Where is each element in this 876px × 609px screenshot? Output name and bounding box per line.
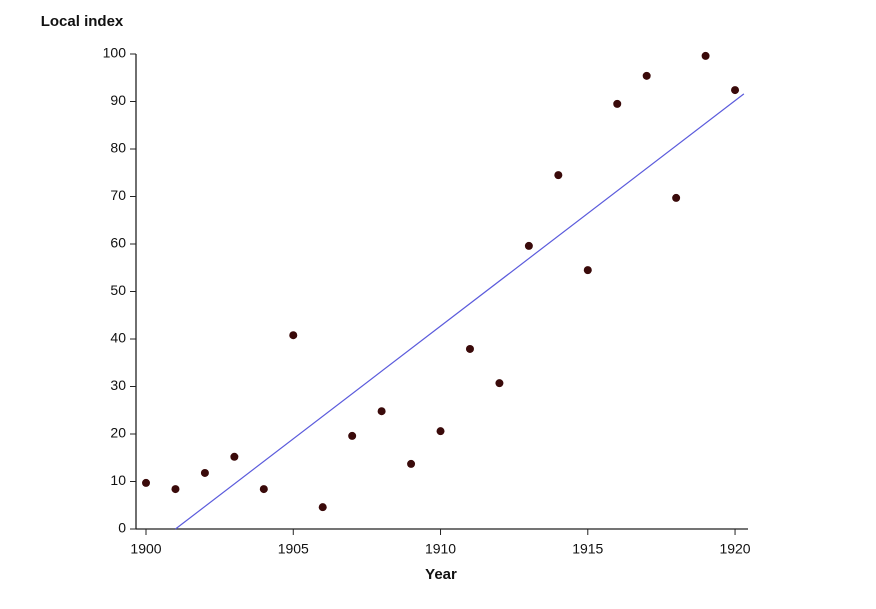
point bbox=[495, 379, 504, 388]
fit-line bbox=[175, 93, 745, 530]
point bbox=[583, 266, 592, 275]
y-tick-label: 90 bbox=[110, 92, 126, 108]
point bbox=[200, 468, 209, 477]
x-tick-label: 1915 bbox=[572, 541, 603, 557]
point bbox=[142, 478, 151, 487]
point bbox=[171, 485, 180, 494]
point bbox=[642, 71, 651, 80]
point bbox=[348, 431, 357, 440]
y-tick-label: 20 bbox=[110, 425, 126, 441]
y-tick-label: 0 bbox=[118, 520, 126, 536]
x-tick-label: 1900 bbox=[130, 541, 161, 557]
y-tick-label: 10 bbox=[110, 472, 126, 488]
x-axis-title: Year bbox=[425, 566, 457, 583]
point bbox=[259, 485, 268, 494]
point bbox=[377, 407, 386, 416]
point bbox=[465, 344, 474, 353]
y-tick-label: 60 bbox=[110, 235, 126, 251]
y-tick-label: 30 bbox=[110, 377, 126, 393]
y-tick-label: 50 bbox=[110, 282, 126, 298]
point bbox=[289, 331, 298, 340]
point bbox=[701, 51, 710, 60]
point bbox=[436, 427, 445, 436]
point bbox=[672, 193, 681, 202]
y-tick-label: 70 bbox=[110, 187, 126, 203]
y-axis-title: Local index bbox=[41, 13, 124, 30]
point bbox=[613, 99, 622, 108]
x-tick-label: 1910 bbox=[425, 541, 456, 557]
point bbox=[731, 86, 740, 95]
point bbox=[554, 171, 563, 180]
x-tick-label: 1905 bbox=[278, 541, 309, 557]
x-tick-label: 1920 bbox=[719, 541, 750, 557]
point bbox=[407, 459, 416, 468]
point bbox=[318, 503, 327, 512]
y-tick-label: 100 bbox=[103, 45, 127, 61]
point bbox=[230, 452, 239, 461]
point bbox=[524, 241, 533, 250]
y-tick-label: 40 bbox=[110, 330, 126, 346]
y-tick-label: 80 bbox=[110, 140, 126, 156]
